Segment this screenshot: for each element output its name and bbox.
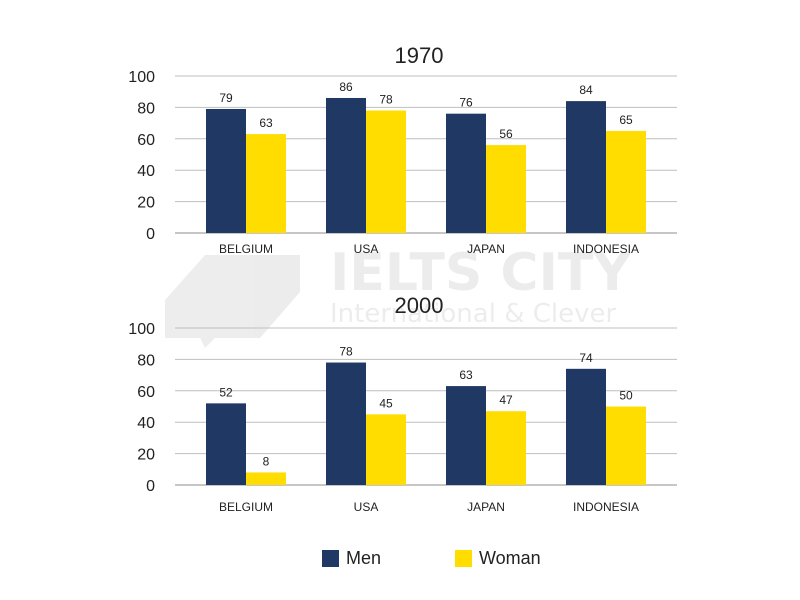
data-label: 86 (339, 80, 353, 94)
bar-woman-japan (486, 411, 526, 485)
chart-title: 2000 (395, 293, 444, 318)
bar-woman-belgium (246, 472, 286, 485)
data-label: 56 (499, 127, 513, 141)
y-tick-label: 100 (128, 321, 155, 338)
watermark: IELTS CITY International & Clever (165, 243, 632, 348)
bar-men-indonesia (566, 368, 606, 485)
bar-men-belgium (206, 108, 246, 233)
watermark-line2: International & Clever (330, 299, 617, 329)
bar-men-belgium (206, 403, 246, 485)
y-tick-label: 60 (137, 132, 155, 149)
data-label: 52 (219, 385, 233, 399)
x-category-label: INDONESIA (573, 500, 639, 514)
y-tick-label: 40 (137, 163, 155, 180)
data-label: 63 (459, 368, 473, 382)
y-tick-label: 0 (146, 478, 155, 495)
bar-woman-indonesia (606, 130, 646, 233)
bar-men-usa (326, 362, 366, 485)
data-label: 76 (459, 96, 473, 110)
y-tick-label: 60 (137, 384, 155, 401)
data-label: 65 (619, 113, 633, 127)
bar-men-japan (446, 113, 486, 233)
x-category-label: INDONESIA (573, 242, 639, 256)
data-label: 8 (263, 454, 270, 468)
bar-woman-usa (366, 110, 406, 233)
y-tick-label: 80 (137, 100, 155, 117)
x-category-label: JAPAN (467, 242, 505, 256)
legend: Men Woman (322, 548, 541, 568)
x-category-label: USA (354, 500, 379, 514)
x-category-label: BELGIUM (219, 242, 273, 256)
chart-2000: 2000 0 20 40 60 80 100 52 8 78 45 63 47 74 50 BELGIU… (128, 293, 677, 514)
data-label: 50 (619, 389, 633, 403)
data-label: 45 (379, 396, 393, 410)
x-category-label: JAPAN (467, 500, 505, 514)
bar-woman-usa (366, 414, 406, 485)
legend-swatch-men (322, 550, 339, 567)
bar-woman-indonesia (606, 406, 646, 485)
data-label: 84 (579, 83, 593, 97)
data-label: 63 (259, 116, 273, 130)
chart-title: 1970 (395, 43, 444, 68)
bar-woman-belgium (246, 134, 286, 233)
y-tick-label: 20 (137, 195, 155, 212)
watermark-logo-icon (165, 255, 300, 348)
legend-swatch-woman (455, 550, 472, 567)
bar-men-japan (446, 386, 486, 485)
y-tick-label: 100 (128, 69, 155, 86)
data-label: 78 (339, 345, 353, 359)
legend-label-woman: Woman (479, 548, 541, 568)
bar-men-indonesia (566, 101, 606, 234)
y-tick-label: 80 (137, 352, 155, 369)
y-tick-label: 20 (137, 447, 155, 464)
x-category-label: BELGIUM (219, 500, 273, 514)
data-label: 47 (499, 393, 513, 407)
data-label: 74 (579, 351, 593, 365)
chart-1970: 1970 0 20 40 60 80 100 79 63 86 78 76 56 84 65 BELGI… (128, 43, 677, 256)
data-label: 78 (379, 93, 393, 107)
x-category-label: USA (354, 242, 379, 256)
bar-men-usa (326, 97, 366, 233)
data-label: 79 (219, 91, 233, 105)
watermark-line1: IELTS CITY (330, 243, 632, 303)
y-tick-label: 0 (146, 226, 155, 243)
legend-label-men: Men (346, 548, 381, 568)
y-tick-label: 40 (137, 415, 155, 432)
bar-woman-japan (486, 145, 526, 233)
